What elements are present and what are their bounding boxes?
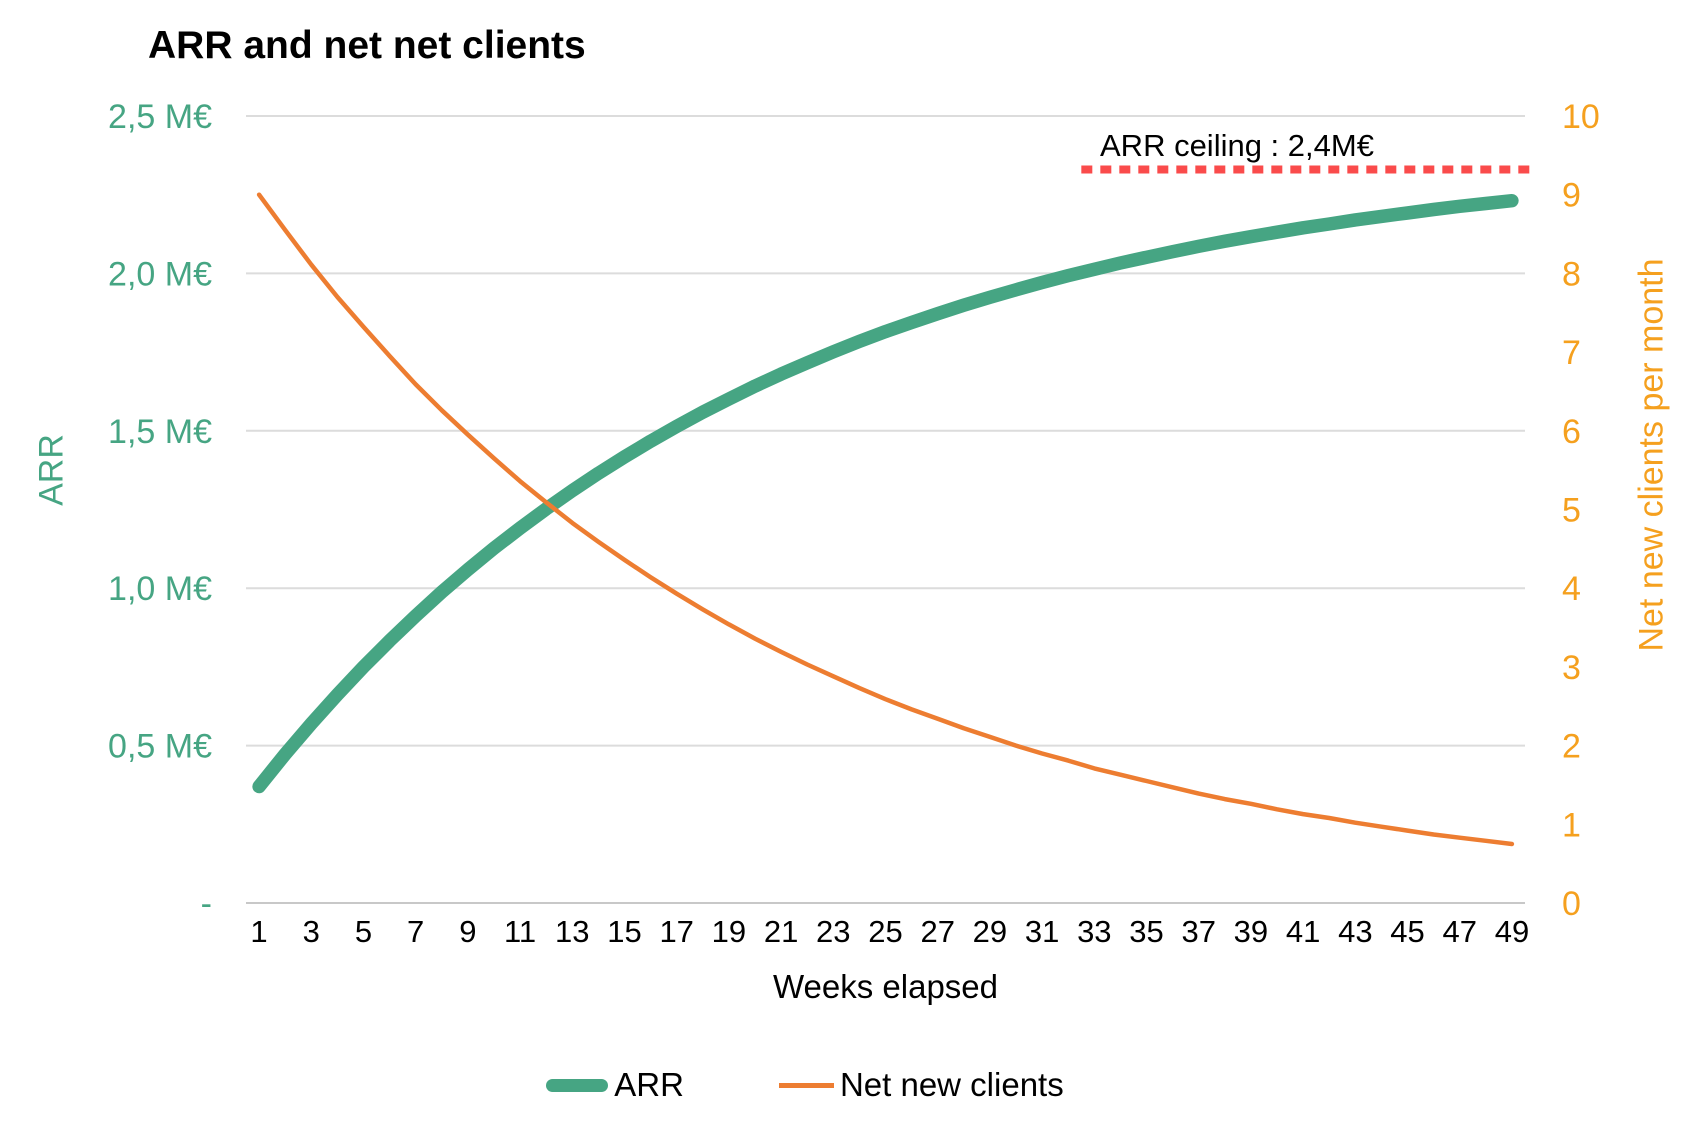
legend: ARR Net new clients (0, 1066, 1658, 1104)
x-tick-label: 45 (1390, 914, 1424, 949)
right-axis-tick-label: 5 (1562, 492, 1581, 530)
right-axis-tick-label: 8 (1562, 255, 1581, 293)
right-axis-tick-label: 3 (1562, 649, 1581, 687)
net-new-clients-line-series (256, 192, 1515, 847)
x-tick-label: 9 (459, 914, 476, 949)
arr-ceiling-annotation: ARR ceiling : 2,4M€ (1100, 128, 1374, 163)
x-tick-label: 25 (868, 914, 902, 949)
x-tick-label: 39 (1234, 914, 1268, 949)
x-tick-label: 17 (659, 914, 693, 949)
legend-item-arr: ARR (546, 1066, 684, 1104)
x-tick-label: 49 (1495, 914, 1529, 949)
right-axis-tick-label: 4 (1562, 570, 1581, 608)
right-axis-title: Net new clients per month (1632, 258, 1671, 652)
net-new-clients-legend-label: Net new clients (839, 1066, 1064, 1103)
x-tick-label: 23 (816, 914, 850, 949)
x-tick-label: 43 (1338, 914, 1372, 949)
right-axis-tick-label: 10 (1562, 98, 1600, 136)
net-new-clients-legend-swatch (778, 1082, 834, 1088)
x-tick-label: 33 (1077, 914, 1111, 949)
x-tick-label: 13 (555, 914, 589, 949)
x-tick-label: 37 (1181, 914, 1215, 949)
left-axis-title: ARR (32, 434, 71, 506)
legend-item-net-new-clients: Net new clients (778, 1066, 1064, 1104)
x-tick-label: 19 (712, 914, 746, 949)
right-axis-tick-label: 0 (1562, 885, 1581, 923)
x-tick-label: 31 (1025, 914, 1059, 949)
chart-title: ARR and net net clients (148, 24, 586, 67)
left-axis-tick-label: 1,5 M€ (108, 413, 212, 451)
x-tick-label: 3 (303, 914, 320, 949)
x-tick-label: 21 (764, 914, 798, 949)
x-tick-label: 41 (1286, 914, 1320, 949)
x-tick-label: 1 (250, 914, 267, 949)
x-tick-label: 15 (607, 914, 641, 949)
x-tick-label: 7 (407, 914, 424, 949)
left-axis-tick-label: - (201, 885, 212, 923)
x-tick-label: 35 (1129, 914, 1163, 949)
x-tick-label: 11 (504, 914, 536, 949)
x-tick-label: 29 (973, 914, 1007, 949)
right-axis-tick-label: 2 (1562, 728, 1581, 766)
x-tick-label: 5 (355, 914, 372, 949)
right-axis-tick-label: 7 (1562, 334, 1581, 372)
x-tick-label: 27 (920, 914, 954, 949)
arr-legend-label: ARR (614, 1066, 684, 1103)
right-axis-tick-label: 6 (1562, 413, 1581, 451)
left-axis-tick-label: 2,5 M€ (108, 98, 212, 136)
arr-legend-swatch (546, 1078, 609, 1092)
right-axis-tick-label: 9 (1562, 177, 1581, 215)
arr-line-series (252, 193, 1519, 794)
x-axis-title: Weeks elapsed (772, 968, 999, 1005)
left-axis-tick-label: 2,0 M€ (108, 255, 212, 293)
x-tick-label: 47 (1443, 914, 1477, 949)
left-axis-tick-label: 1,0 M€ (108, 570, 212, 608)
left-axis-tick-label: 0,5 M€ (108, 728, 212, 766)
right-axis-tick-label: 1 (1562, 806, 1581, 844)
